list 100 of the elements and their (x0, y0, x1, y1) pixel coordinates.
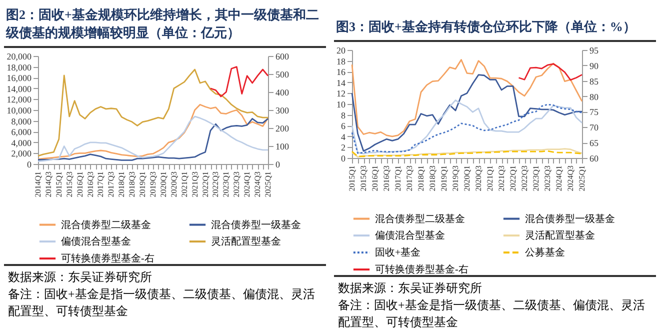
y-tick-label: 8 (341, 110, 346, 120)
y2-tick-label: 500 (276, 70, 290, 80)
x-tick-label: 2019Q3 (451, 166, 460, 192)
x-tick-label: 2016Q3 (382, 166, 391, 192)
x-tick-label: 2022Q3 (520, 166, 529, 192)
y-tick-label: 8,000 (11, 116, 32, 126)
source-note: 数据来源：东吴证券研究所 (338, 280, 483, 297)
text: 备注：固收+基金是指一级债基、二级债基、偏债混、灵活配置型、可转债型基金 (338, 297, 646, 331)
x-tick-label: 2024Q3 (253, 172, 262, 198)
x-tick-label: 2018Q3 (128, 172, 137, 198)
y2-tick-label: 75 (590, 107, 599, 118)
line-series (518, 63, 583, 81)
x-tick-label: 2020Q1 (158, 172, 168, 198)
y2-tick-label: 90 (590, 60, 599, 71)
legend-label: 灵活配置型基金 (211, 236, 281, 248)
y-tick-label: 20,000 (6, 52, 32, 62)
y-tick-label: 4,000 (11, 138, 32, 148)
x-tick-label: 2019Q1 (440, 166, 448, 192)
legend-label: 混合债券型二级基金 (375, 212, 465, 225)
line-series (210, 66, 269, 98)
x-tick-label: 2021Q1 (486, 166, 494, 192)
y2-tick-label: 400 (276, 88, 290, 98)
x-tick-label: 2016Q3 (86, 172, 95, 198)
x-tick-label: 2022Q1 (200, 172, 210, 198)
y-tick-label: 14,000 (6, 84, 32, 94)
legend-label: 偏债混合型基金 (61, 236, 131, 248)
legend-label: 可转换债券型基金-右 (61, 252, 154, 264)
x-tick-label: 2024Q3 (566, 166, 575, 192)
text: 备注：固收+基金是指一级债基、二级债基、偏债混、灵活配置型、可转债型基金 (8, 286, 316, 320)
x-tick-label: 2015Q3 (64, 172, 74, 198)
y-tick-label: 6 (341, 121, 346, 132)
x-tick-label: 2022Q1 (508, 166, 518, 192)
x-tick-label: 2019Q3 (148, 172, 158, 198)
x-tick-label: 2021Q1 (180, 172, 189, 198)
x-tick-label: 2018Q1 (117, 172, 126, 198)
x-tick-label: 2023Q3 (543, 166, 552, 192)
y-tick-label: 20 (336, 46, 346, 56)
x-tick-label: 2023Q1 (222, 172, 231, 198)
y-tick-label: 16 (336, 67, 346, 78)
y2-tick-label: 80 (590, 92, 599, 102)
y2-tick-label: 65 (590, 138, 599, 148)
x-tick-label: 2021Q3 (497, 166, 506, 192)
x-tick-label: 2018Q1 (416, 166, 426, 192)
y-tick-label: 12,000 (6, 94, 32, 105)
x-tick-label: 2023Q1 (532, 166, 540, 192)
y2-tick-label: 95 (590, 46, 599, 56)
y-tick-label: 6,000 (11, 127, 32, 138)
x-tick-label: 2017Q3 (106, 172, 116, 198)
x-tick-label: 2017Q1 (96, 172, 106, 198)
x-tick-label: 2015Q1 (54, 172, 64, 198)
y-tick-label: 10,000 (6, 106, 32, 116)
y2-tick-label: 100 (276, 142, 290, 152)
x-tick-label: 2017Q3 (405, 166, 414, 192)
y2-tick-label: 85 (590, 76, 599, 86)
y2-tick-label: 60 (590, 154, 599, 164)
x-tick-label: 2024Q1 (242, 172, 252, 198)
x-tick-label: 2016Q1 (75, 172, 84, 198)
chart-title: 图2：固收+基金规模环比维持增长，其中一级债基和二级债基的规模增幅较明显（单位：亿元） (4, 4, 326, 48)
y-tick-label: 18,000 (6, 62, 32, 72)
x-tick-label: 2014Q1 (34, 172, 42, 198)
y-tick-label: 10 (336, 100, 346, 110)
legend-label: 固收+基金 (375, 246, 421, 258)
line-series (37, 68, 269, 157)
x-tick-label: 2018Q3 (428, 166, 437, 192)
y2-tick-label: 200 (276, 124, 290, 134)
x-tick-label: 2024Q1 (554, 166, 564, 192)
legend-label: 公募基金 (525, 246, 565, 258)
y-tick-label: 2 (341, 142, 346, 153)
x-tick-label: 2025Q1 (578, 166, 586, 192)
y-tick-label: 18 (336, 56, 346, 66)
y-tick-label: 14 (336, 78, 346, 88)
x-tick-label: 2014Q3 (44, 172, 53, 198)
line-series (37, 104, 269, 160)
legend-label: 混合债券型二级基金 (61, 218, 151, 231)
x-tick-label: 2015Q1 (348, 166, 356, 192)
x-tick-label: 2020Q3 (474, 166, 483, 192)
y-tick-label: 16,000 (6, 73, 32, 84)
source-note: 数据来源：东吴证券研究所 (8, 269, 153, 286)
legend-label: 可转换债券型基金-右 (375, 264, 468, 276)
x-tick-label: 2017Q1 (394, 166, 402, 192)
y2-tick-label: 70 (590, 122, 599, 133)
x-tick-label: 2021Q3 (190, 172, 200, 198)
x-tick-label: 2015Q3 (359, 166, 368, 192)
y-tick-label: 2,000 (11, 148, 32, 159)
y2-tick-label: 600 (276, 52, 290, 62)
x-tick-label: 2023Q3 (232, 172, 242, 198)
x-tick-label: 2020Q3 (169, 172, 178, 198)
y-tick-label: 12 (336, 88, 346, 99)
legend-label: 灵活配置型基金 (525, 230, 595, 242)
legend-label: 偏债混合型基金 (375, 230, 445, 242)
line-series (351, 74, 583, 152)
y2-tick-label: 0 (276, 160, 280, 170)
line-series (351, 59, 583, 138)
y-tick-label: 0 (341, 154, 346, 164)
x-tick-label: 2016Q1 (370, 166, 380, 192)
chart-title: 图3：固收+基金持有转债仓位环比下降（单位：%） (334, 4, 656, 42)
x-tick-label: 2019Q1 (138, 172, 148, 198)
y2-tick-label: 300 (276, 106, 290, 116)
legend-label: 混合债券型一级基金 (211, 218, 301, 231)
y-tick-label: 0 (27, 160, 32, 170)
